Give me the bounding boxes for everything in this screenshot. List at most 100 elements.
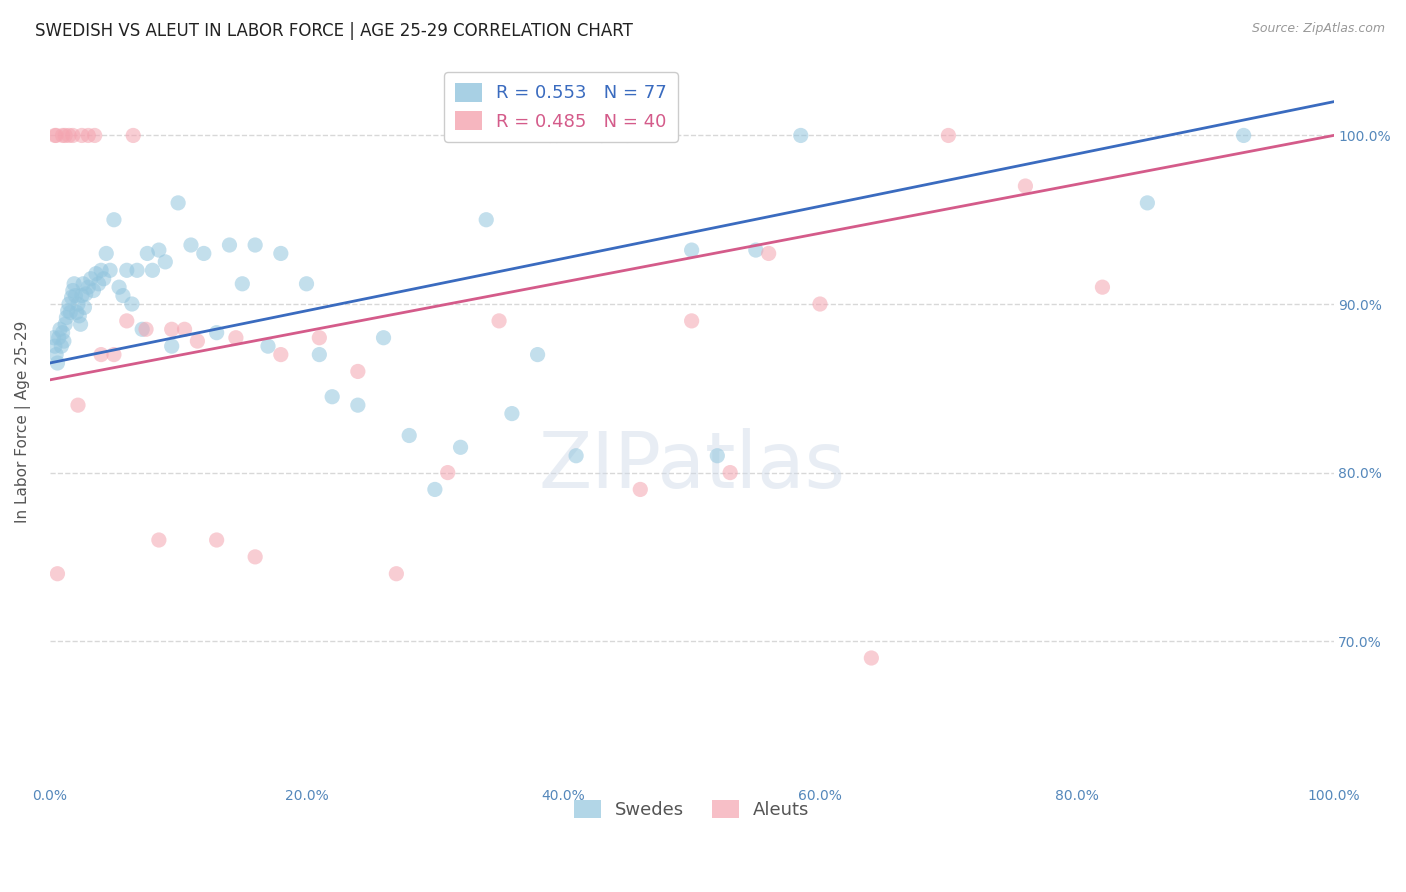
Point — [860, 651, 883, 665]
Point — [546, 128, 568, 143]
Point — [103, 212, 125, 227]
Point — [565, 449, 588, 463]
Point — [45, 348, 67, 362]
Point — [706, 449, 728, 463]
Point — [122, 128, 145, 143]
Point — [1014, 179, 1036, 194]
Point — [938, 128, 960, 143]
Point — [148, 243, 170, 257]
Point — [373, 331, 395, 345]
Point — [62, 128, 84, 143]
Point — [87, 277, 110, 291]
Point — [308, 348, 330, 362]
Point — [52, 128, 75, 143]
Point — [135, 322, 157, 336]
Point — [308, 331, 330, 345]
Point — [72, 277, 94, 291]
Point — [758, 246, 780, 260]
Point — [55, 310, 77, 325]
Point — [48, 331, 70, 345]
Point — [42, 331, 65, 345]
Point — [67, 309, 90, 323]
Point — [51, 339, 73, 353]
Point — [53, 318, 76, 332]
Point — [155, 255, 177, 269]
Point — [218, 238, 240, 252]
Point — [488, 314, 510, 328]
Point — [58, 128, 80, 143]
Point — [526, 348, 548, 362]
Point — [77, 128, 100, 143]
Point — [270, 246, 292, 260]
Point — [75, 286, 97, 301]
Point — [66, 305, 89, 319]
Point — [44, 128, 66, 143]
Point — [56, 303, 79, 318]
Point — [398, 428, 420, 442]
Point — [58, 297, 80, 311]
Point — [167, 195, 190, 210]
Point — [83, 128, 105, 143]
Point — [46, 566, 69, 581]
Point — [628, 483, 651, 497]
Point — [59, 305, 82, 319]
Point — [148, 533, 170, 547]
Point — [501, 407, 523, 421]
Point — [321, 390, 343, 404]
Point — [243, 549, 266, 564]
Point — [681, 243, 703, 257]
Point — [347, 398, 370, 412]
Point — [73, 301, 96, 315]
Point — [790, 128, 813, 143]
Point — [60, 290, 83, 304]
Point — [82, 284, 104, 298]
Point — [193, 246, 215, 260]
Point — [257, 339, 280, 353]
Point — [77, 280, 100, 294]
Point — [121, 297, 143, 311]
Text: Source: ZipAtlas.com: Source: ZipAtlas.com — [1251, 22, 1385, 36]
Point — [53, 128, 76, 143]
Point — [80, 271, 103, 285]
Point — [115, 314, 138, 328]
Point — [591, 128, 613, 143]
Point — [225, 331, 247, 345]
Point — [93, 271, 115, 285]
Point — [70, 288, 93, 302]
Point — [103, 348, 125, 362]
Point — [295, 277, 318, 291]
Point — [62, 284, 84, 298]
Point — [591, 128, 613, 143]
Point — [84, 267, 107, 281]
Point — [205, 533, 228, 547]
Point — [45, 128, 67, 143]
Point — [90, 348, 112, 362]
Point — [52, 326, 75, 340]
Point — [136, 246, 159, 260]
Point — [450, 440, 472, 454]
Point — [65, 288, 87, 302]
Point — [180, 238, 202, 252]
Text: ZIPatlas: ZIPatlas — [538, 427, 845, 503]
Point — [111, 288, 134, 302]
Point — [173, 322, 195, 336]
Point — [115, 263, 138, 277]
Point — [616, 128, 638, 143]
Point — [125, 263, 148, 277]
Point — [98, 263, 121, 277]
Point — [475, 212, 498, 227]
Point — [66, 297, 89, 311]
Point — [436, 466, 458, 480]
Point — [1233, 128, 1256, 143]
Point — [160, 322, 183, 336]
Point — [63, 277, 86, 291]
Point — [718, 466, 741, 480]
Point — [186, 334, 208, 348]
Point — [70, 128, 93, 143]
Point — [96, 246, 118, 260]
Point — [385, 566, 408, 581]
Point — [745, 243, 768, 257]
Point — [1091, 280, 1114, 294]
Point — [141, 263, 163, 277]
Point — [52, 334, 75, 348]
